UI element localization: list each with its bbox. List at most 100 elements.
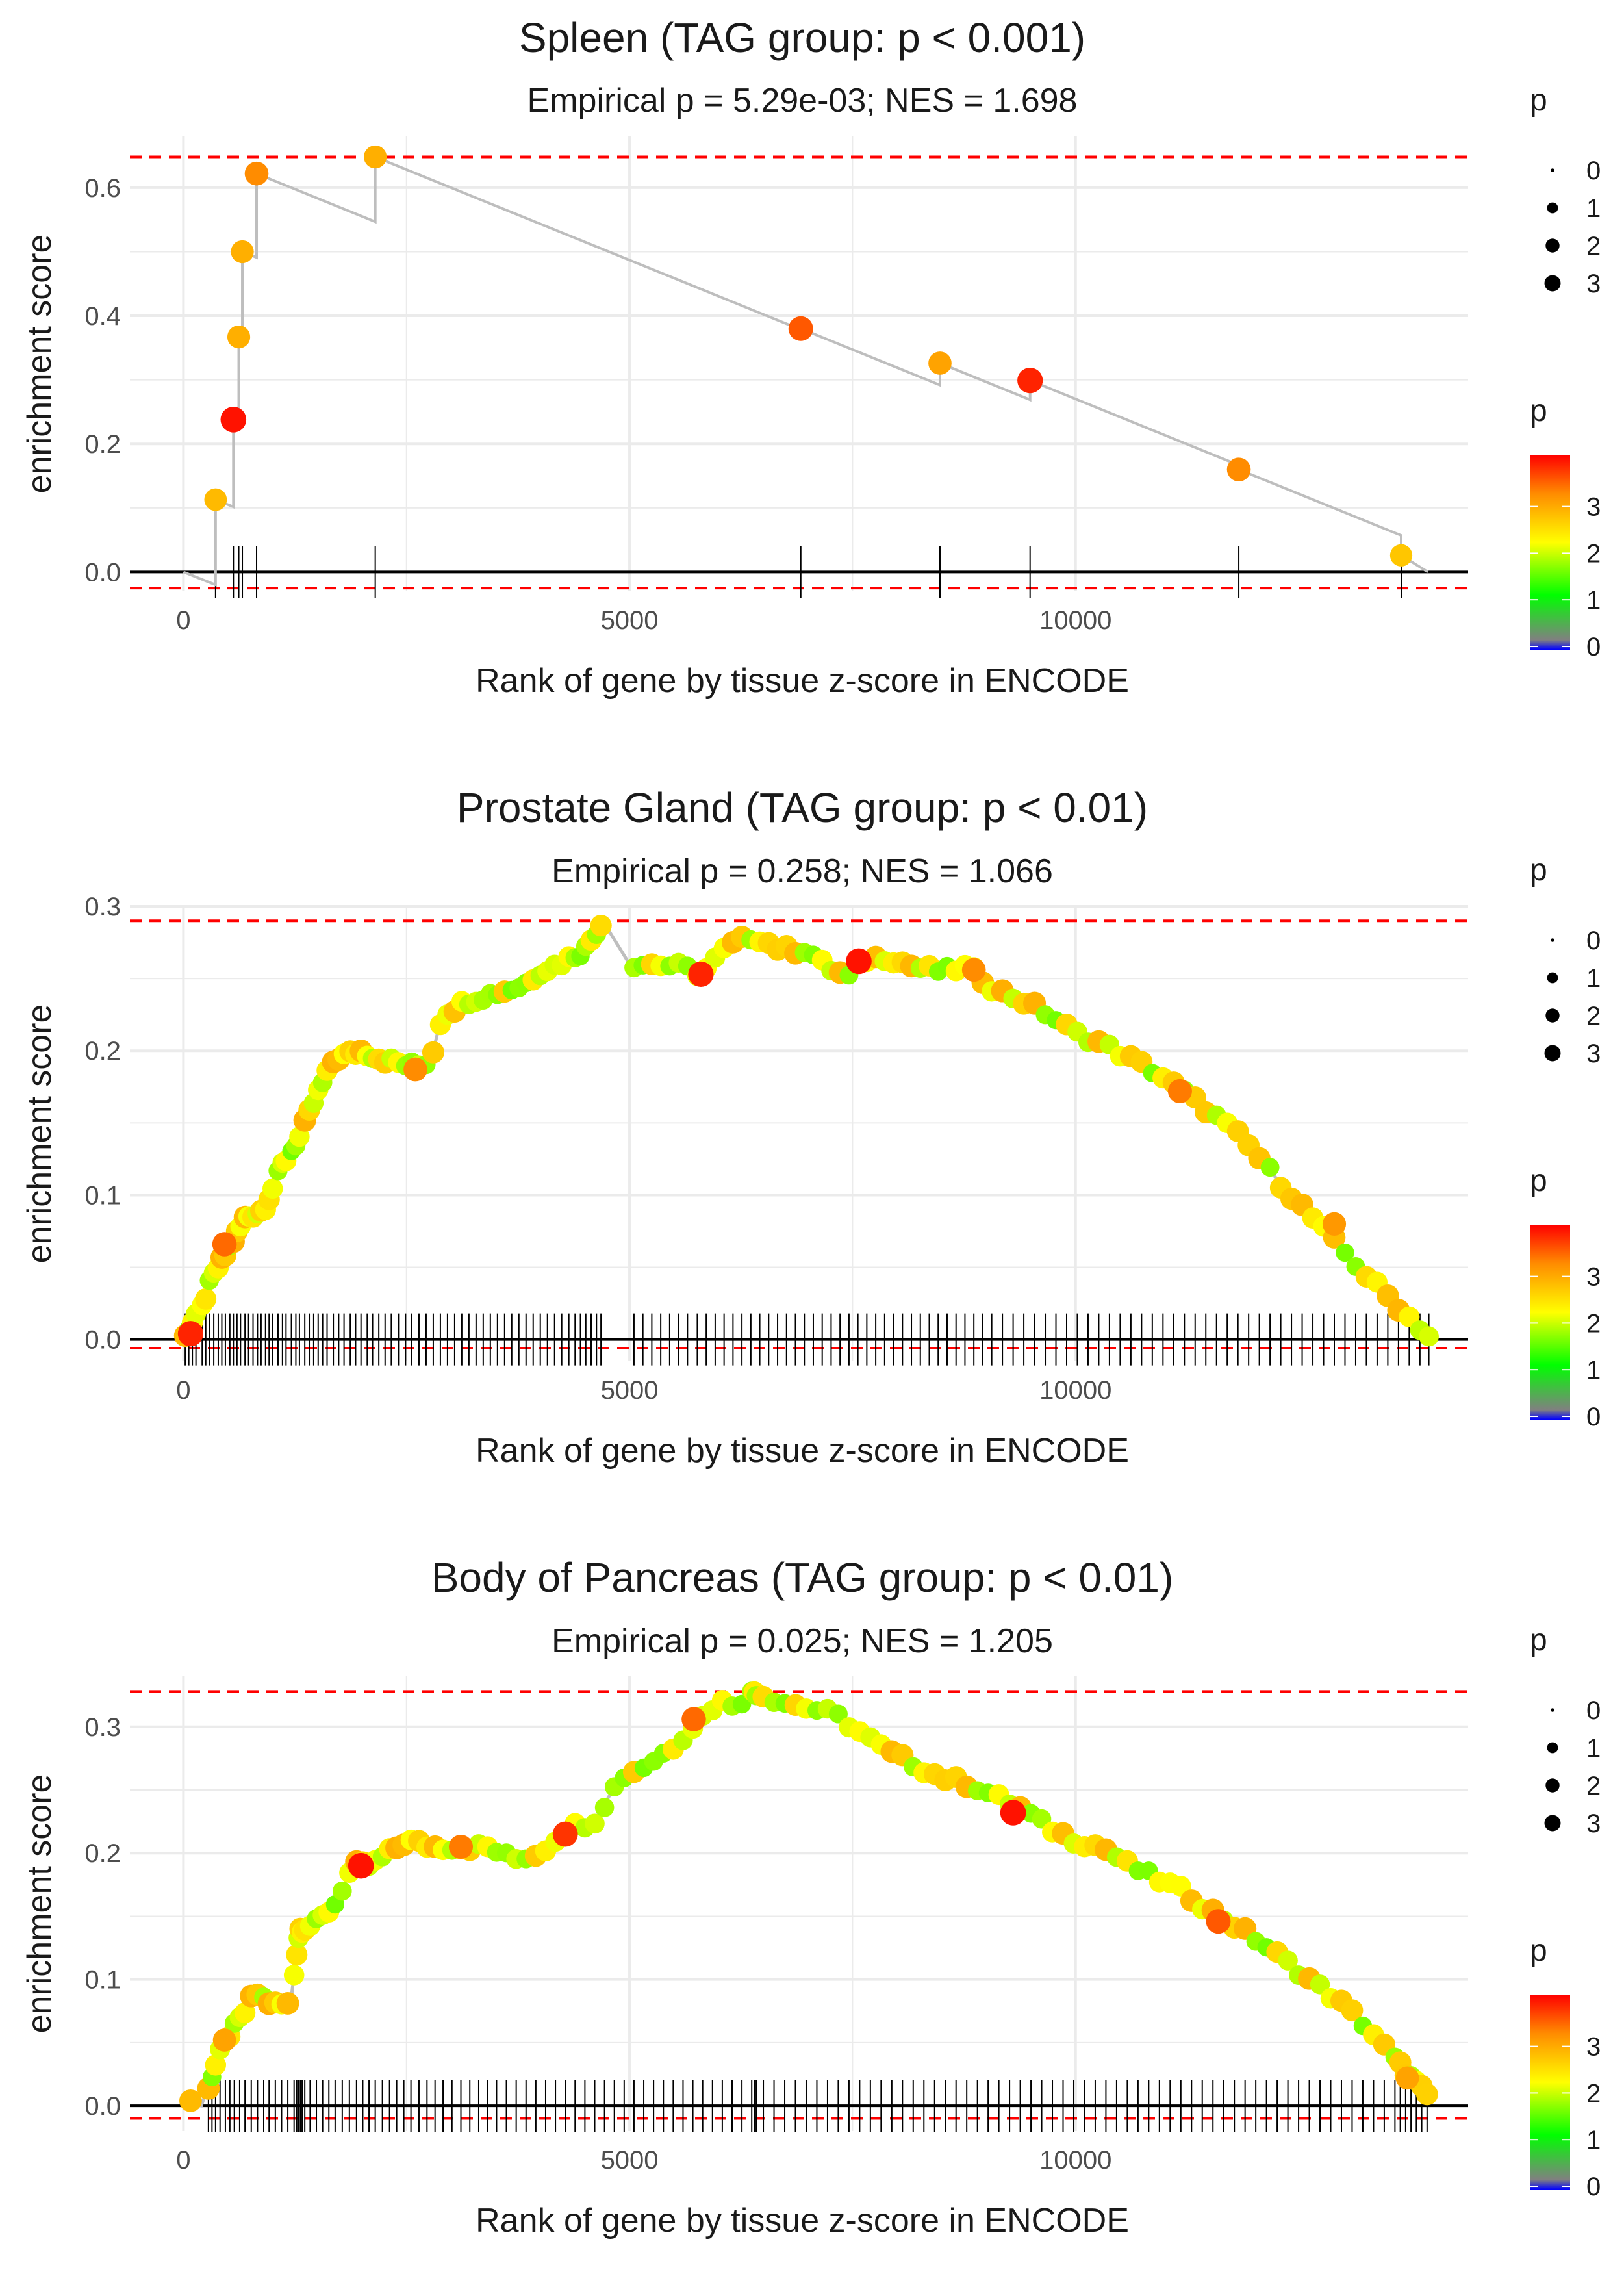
data-point: [333, 1881, 352, 1901]
size-legend-label: 1: [1586, 1734, 1601, 1763]
x-tick-label: 5000: [601, 606, 659, 635]
highlight-point: [1395, 2066, 1419, 2090]
y-tick-label: 0.3: [84, 1713, 121, 1742]
y-tick-label: 0.0: [84, 558, 121, 587]
size-legend-label: 0: [1586, 926, 1601, 955]
chart-subtitle: Empirical p = 0.025; NES = 1.205: [552, 1622, 1053, 1660]
size-legend-dot: [1544, 1815, 1561, 1832]
panel-spleen: Spleen (TAG group: p < 0.001) Empirical …: [21, 14, 1468, 700]
highlight-point: [348, 1852, 374, 1879]
data-point: [1419, 1326, 1439, 1347]
data-point: [286, 1944, 308, 1966]
color-legend-label: 1: [1586, 586, 1601, 615]
enrichment-curve: [183, 155, 1429, 587]
color-legend-label: 1: [1586, 2126, 1601, 2154]
highlight-point: [212, 1232, 237, 1257]
chart-title: Body of Pancreas (TAG group: p < 0.01): [431, 1554, 1174, 1601]
y-tick-label: 0.0: [84, 2092, 121, 2121]
y-axis-title: enrichment score: [21, 1004, 58, 1264]
highlight-point: [448, 1834, 474, 1859]
color-legend-title: p: [1530, 1164, 1547, 1198]
plot-area: 0 5000 10000 0.0 0.1 0.2 0.3: [84, 893, 1468, 1405]
size-legend-dot: [1547, 202, 1558, 214]
color-legend-label: 3: [1586, 2033, 1601, 2062]
color-legend-label: 1: [1586, 1356, 1601, 1385]
data-point: [828, 1704, 848, 1724]
plot-area: 0 5000 10000 0.0 0.1 0.2 0.3: [84, 1676, 1468, 2175]
highlight-point: [961, 958, 986, 982]
size-legend-dot: [1544, 275, 1561, 292]
data-point: [204, 488, 227, 511]
data-point: [195, 1288, 217, 1310]
legend-body-of-pancreas: p 0 1 2 3 p 3 2 1 0: [1530, 1623, 1601, 2201]
x-axis-title: Rank of gene by tissue z-score in ENCODE: [476, 2202, 1129, 2240]
data-point: [1341, 1999, 1364, 2022]
x-tick-label: 5000: [601, 1376, 659, 1405]
size-legend-dot: [1551, 938, 1554, 942]
highlight-point: [1322, 1212, 1347, 1236]
highlight-point: [1206, 1909, 1231, 1934]
chart-title: Prostate Gland (TAG group: p < 0.01): [457, 784, 1148, 831]
plot-area: 0 5000 10000 0.0 0.2 0.4 0.6: [84, 136, 1468, 635]
x-tick-label: 0: [176, 1376, 190, 1405]
legend-spleen: p 0 1 2 3 p 3 2 1 0: [1530, 83, 1601, 661]
x-tick-label: 10000: [1039, 2146, 1111, 2175]
data-point: [235, 2002, 256, 2024]
data-point: [231, 240, 254, 264]
size-legend-label: 2: [1586, 1772, 1601, 1800]
highlight-point: [212, 2028, 236, 2052]
y-tick-label: 0.6: [84, 174, 121, 203]
color-bar: [1530, 455, 1570, 650]
data-point: [205, 2054, 227, 2076]
highlight-point: [681, 1707, 706, 1731]
data-point: [1415, 2083, 1438, 2106]
color-bar: [1530, 1225, 1570, 1420]
data-point: [276, 1992, 299, 2015]
data-point: [788, 316, 813, 341]
size-legend-dot: [1547, 1742, 1558, 1754]
color-bar: [1530, 1995, 1570, 2190]
highlight-point: [1167, 1079, 1192, 1103]
data-point: [585, 1813, 605, 1834]
highlight-point: [552, 1821, 578, 1847]
y-tick-label: 0.0: [84, 1326, 121, 1355]
color-legend-label: 2: [1586, 2079, 1601, 2108]
highlight-point: [179, 2089, 202, 2112]
data-point: [364, 145, 387, 169]
data-point: [227, 325, 251, 349]
y-tick-label: 0.2: [84, 430, 121, 459]
chart-subtitle: Empirical p = 0.258; NES = 1.066: [552, 852, 1053, 890]
data-point: [283, 1965, 305, 1986]
data-point: [1226, 457, 1251, 481]
y-tick-label: 0.1: [84, 1966, 121, 1995]
color-legend-title: p: [1530, 1934, 1547, 1968]
size-legend-dot: [1544, 1045, 1561, 1062]
data-point: [262, 1178, 283, 1199]
color-legend-label: 2: [1586, 1309, 1601, 1338]
size-legend-label: 0: [1586, 157, 1601, 185]
size-legend-label: 2: [1586, 232, 1601, 261]
highlight-point: [177, 1321, 203, 1347]
size-legend-label: 3: [1586, 1809, 1601, 1838]
highlight-point: [688, 961, 714, 988]
size-legend-label: 2: [1586, 1002, 1601, 1030]
color-legend-label: 2: [1586, 539, 1601, 568]
x-tick-label: 0: [176, 2146, 190, 2175]
size-legend-label: 1: [1586, 964, 1601, 993]
highlight-point: [1000, 1800, 1026, 1826]
size-legend-label: 0: [1586, 1696, 1601, 1725]
data-point: [1310, 1974, 1330, 1995]
chart-subtitle: Empirical p = 5.29e-03; NES = 1.698: [527, 82, 1078, 120]
x-tick-label: 10000: [1039, 606, 1111, 635]
data-point: [590, 914, 612, 937]
x-tick-label: 5000: [601, 2146, 659, 2175]
y-tick-label: 0.1: [84, 1181, 121, 1210]
y-tick-label: 0.4: [84, 302, 121, 331]
data-point: [244, 161, 269, 186]
color-legend-title: p: [1530, 394, 1547, 428]
size-legend-title: p: [1530, 83, 1547, 118]
size-legend-dot: [1551, 1708, 1554, 1712]
data-point: [928, 351, 952, 375]
y-axis-title: enrichment score: [21, 1774, 58, 2034]
